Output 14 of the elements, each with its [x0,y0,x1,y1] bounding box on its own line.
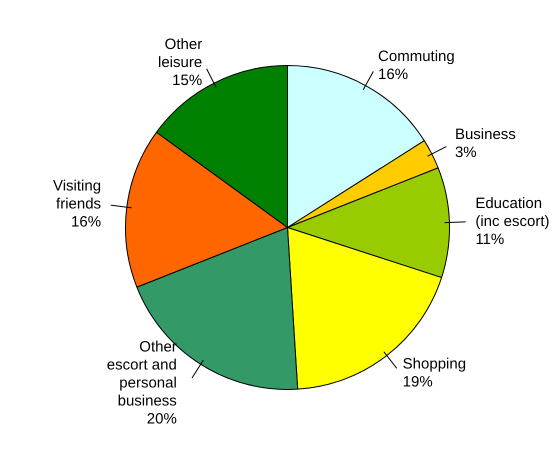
data-label: 20% [146,410,177,428]
data-label: 16% [378,66,408,83]
slice-label: Other leisure [158,36,202,72]
slice-label: Business [454,126,516,143]
data-label: 19% [402,374,433,391]
slice-label: Other escort and personal business [106,338,177,410]
slice-label: Shopping [402,356,466,373]
data-label: 3% [454,144,477,161]
data-label: 11% [475,230,504,248]
slice-label: Visiting friends [52,177,102,212]
data-label: 15% [172,72,202,90]
slice-label: Education (inc escort) [475,194,550,230]
slice-label: Commuting [378,48,455,65]
data-label: 16% [71,213,102,230]
